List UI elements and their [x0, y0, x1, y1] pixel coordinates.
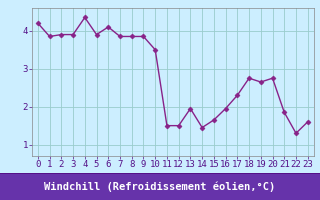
Text: Windchill (Refroidissement éolien,°C): Windchill (Refroidissement éolien,°C): [44, 182, 276, 192]
